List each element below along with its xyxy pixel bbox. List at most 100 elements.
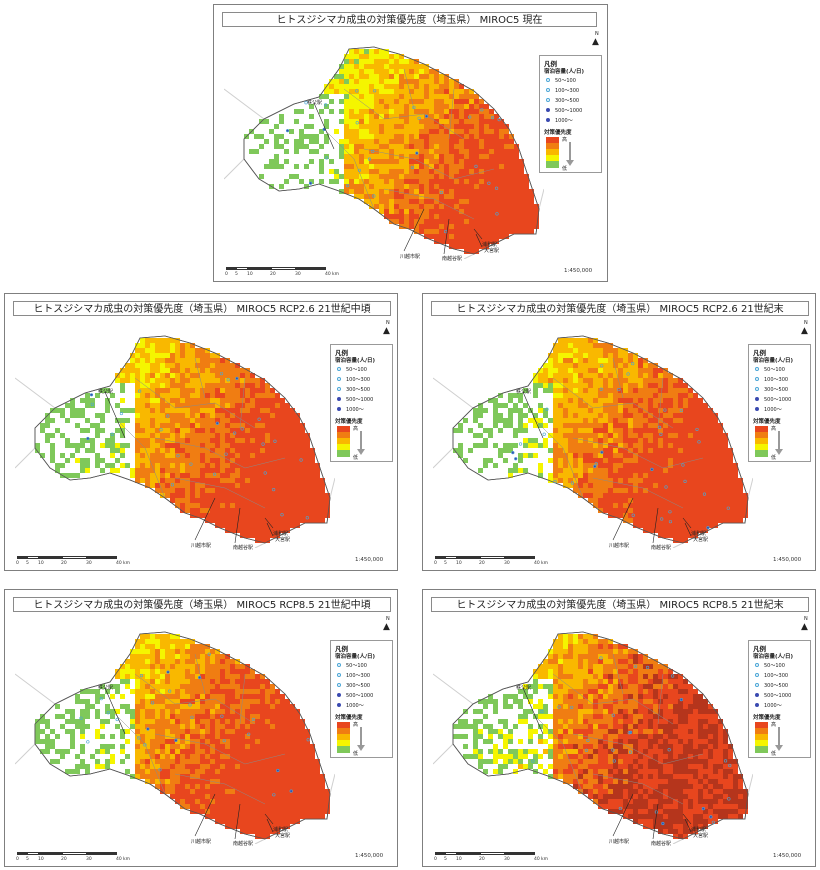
legend-capacity-label: 500～1000 (346, 396, 374, 403)
station-label-minamikoshigaya: 南越谷駅 (233, 841, 254, 847)
legend-capacity-title: 宿泊容量(人/日) (335, 358, 376, 364)
map-title: ヒトスジシマカ成虫の対策優先度（埼玉県） MIROC5 RCP8.5 21世紀末 (431, 597, 809, 612)
legend-priority-swatch (755, 740, 768, 747)
north-arrow-icon: N ▲ (801, 616, 808, 632)
legend-capacity-label: 500～1000 (764, 692, 792, 699)
legend-priority-title: 対策優先度 (335, 419, 363, 425)
scale-segment (39, 852, 62, 855)
legend-capacity-label: 500～1000 (555, 107, 583, 114)
map-area[interactable] (433, 614, 753, 844)
legend-capacity-title: 宿泊容量(人/日) (753, 654, 794, 660)
circle-icon (755, 377, 759, 381)
legend-capacity-label: 50～100 (346, 662, 367, 669)
legend-capacity-title: 宿泊容量(人/日) (544, 69, 585, 75)
map-area[interactable] (224, 29, 544, 259)
scale-segment (87, 556, 117, 559)
legend-high-label: 高 (562, 137, 568, 143)
legend-priority-swatch (755, 450, 768, 457)
scale-tick: 30 (86, 561, 92, 566)
map-area[interactable] (433, 318, 753, 548)
scale-segment (445, 556, 457, 559)
station-label-kawagoe: 川越市駅 (191, 543, 212, 549)
arrow-down-icon (360, 431, 362, 451)
legend-capacity-item: 1000～ (546, 116, 573, 124)
arrow-down-icon (778, 727, 780, 747)
map-area[interactable] (15, 614, 335, 844)
legend-capacity-item: 50～100 (755, 661, 785, 669)
scale-tick: 5 (444, 857, 447, 862)
scale-tick: 30 (86, 857, 92, 862)
scale-segment (248, 267, 271, 270)
legend-low-label: 低 (562, 166, 568, 172)
scale-segment (445, 852, 457, 855)
legend-high-label: 高 (771, 722, 777, 728)
legend-capacity-label: 300～500 (555, 97, 580, 104)
north-arrow-icon: N ▲ (801, 320, 808, 336)
arrow-down-icon (360, 727, 362, 747)
legend-capacity-label: 1000～ (346, 406, 364, 413)
legend-capacity-label: 500～1000 (346, 692, 374, 699)
legend-capacity-item: 300～500 (755, 681, 788, 689)
station-label-minamikoshigaya: 南越谷駅 (233, 545, 254, 551)
scale-unit: km (541, 857, 548, 862)
legend-capacity-title: 宿泊容量(人/日) (753, 358, 794, 364)
scale-tick: 10 (456, 561, 462, 566)
station-label-urawa: 浦和駅 (273, 827, 289, 833)
scale-ratio: 1:450,000 (564, 268, 593, 274)
circle-icon (337, 683, 341, 687)
legend-high-label: 高 (353, 722, 359, 728)
legend-capacity-item: 1000～ (755, 701, 782, 709)
station-label-chichibu: 秩父駅 (516, 685, 532, 691)
scale-tick: 5 (235, 272, 238, 277)
legend-priority-swatch (337, 740, 350, 747)
circle-icon (755, 387, 759, 391)
legend-capacity-item: 500～1000 (337, 691, 373, 699)
legend-capacity-item: 500～1000 (337, 395, 373, 403)
legend-high-label: 高 (353, 426, 359, 432)
legend-priority-swatch (755, 728, 768, 735)
circle-icon (337, 663, 341, 667)
scale-bar: 0 5 10 20 30 40 km (225, 267, 366, 279)
scale-unit: km (541, 561, 548, 566)
scale-segment (17, 852, 27, 855)
circle-icon (546, 88, 550, 92)
scale-tick: 40 (116, 561, 122, 566)
scale-bar: 0 5 10 20 30 40 km (434, 556, 575, 568)
legend-capacity-item: 500～1000 (755, 691, 791, 699)
circle-icon (337, 397, 341, 401)
station-label-urawa: 浦和駅 (273, 531, 289, 537)
station-label-minamikoshigaya: 南越谷駅 (442, 256, 463, 262)
legend-capacity-item: 300～500 (755, 385, 788, 393)
scale-segment (236, 267, 248, 270)
legend-low-label: 低 (353, 751, 359, 757)
scale-segment (87, 852, 117, 855)
legend-capacity-label: 100～300 (346, 376, 371, 383)
legend-low-label: 低 (771, 455, 777, 461)
scale-unit: km (123, 857, 130, 862)
scale-tick: 20 (479, 561, 485, 566)
scale-segment (39, 556, 62, 559)
legend-title: 凡例 (335, 349, 348, 357)
station-label-kawagoe: 川越市駅 (609, 839, 630, 845)
legend-priority-swatch (546, 149, 559, 156)
scale-segment (62, 852, 87, 855)
scale-bar: 0 5 10 20 30 40 km (16, 556, 157, 568)
map-area[interactable] (15, 318, 335, 548)
legend-capacity-label: 300～500 (764, 682, 789, 689)
scale-segment (296, 267, 326, 270)
circle-icon (546, 78, 550, 82)
scale-segment (480, 556, 505, 559)
station-label-omiya: 大宮駅 (275, 537, 291, 543)
scale-unit: km (332, 272, 339, 277)
legend-capacity-item: 300～500 (337, 385, 370, 393)
legend-capacity-title: 宿泊容量(人/日) (335, 654, 376, 660)
legend-priority-title: 対策優先度 (335, 715, 363, 721)
scale-tick: 40 (325, 272, 331, 277)
circle-icon (755, 703, 759, 707)
circle-icon (546, 118, 550, 122)
map-title: ヒトスジシマカ成虫の対策優先度（埼玉県） MIROC5 RCP2.6 21世紀末 (431, 301, 809, 316)
map-panel-rcp26-end: ヒトスジシマカ成虫の対策優先度（埼玉県） MIROC5 RCP2.6 21世紀末… (422, 293, 816, 571)
legend-capacity-item: 50～100 (546, 76, 576, 84)
scale-tick: 5 (444, 561, 447, 566)
legend-capacity-label: 50～100 (764, 662, 785, 669)
